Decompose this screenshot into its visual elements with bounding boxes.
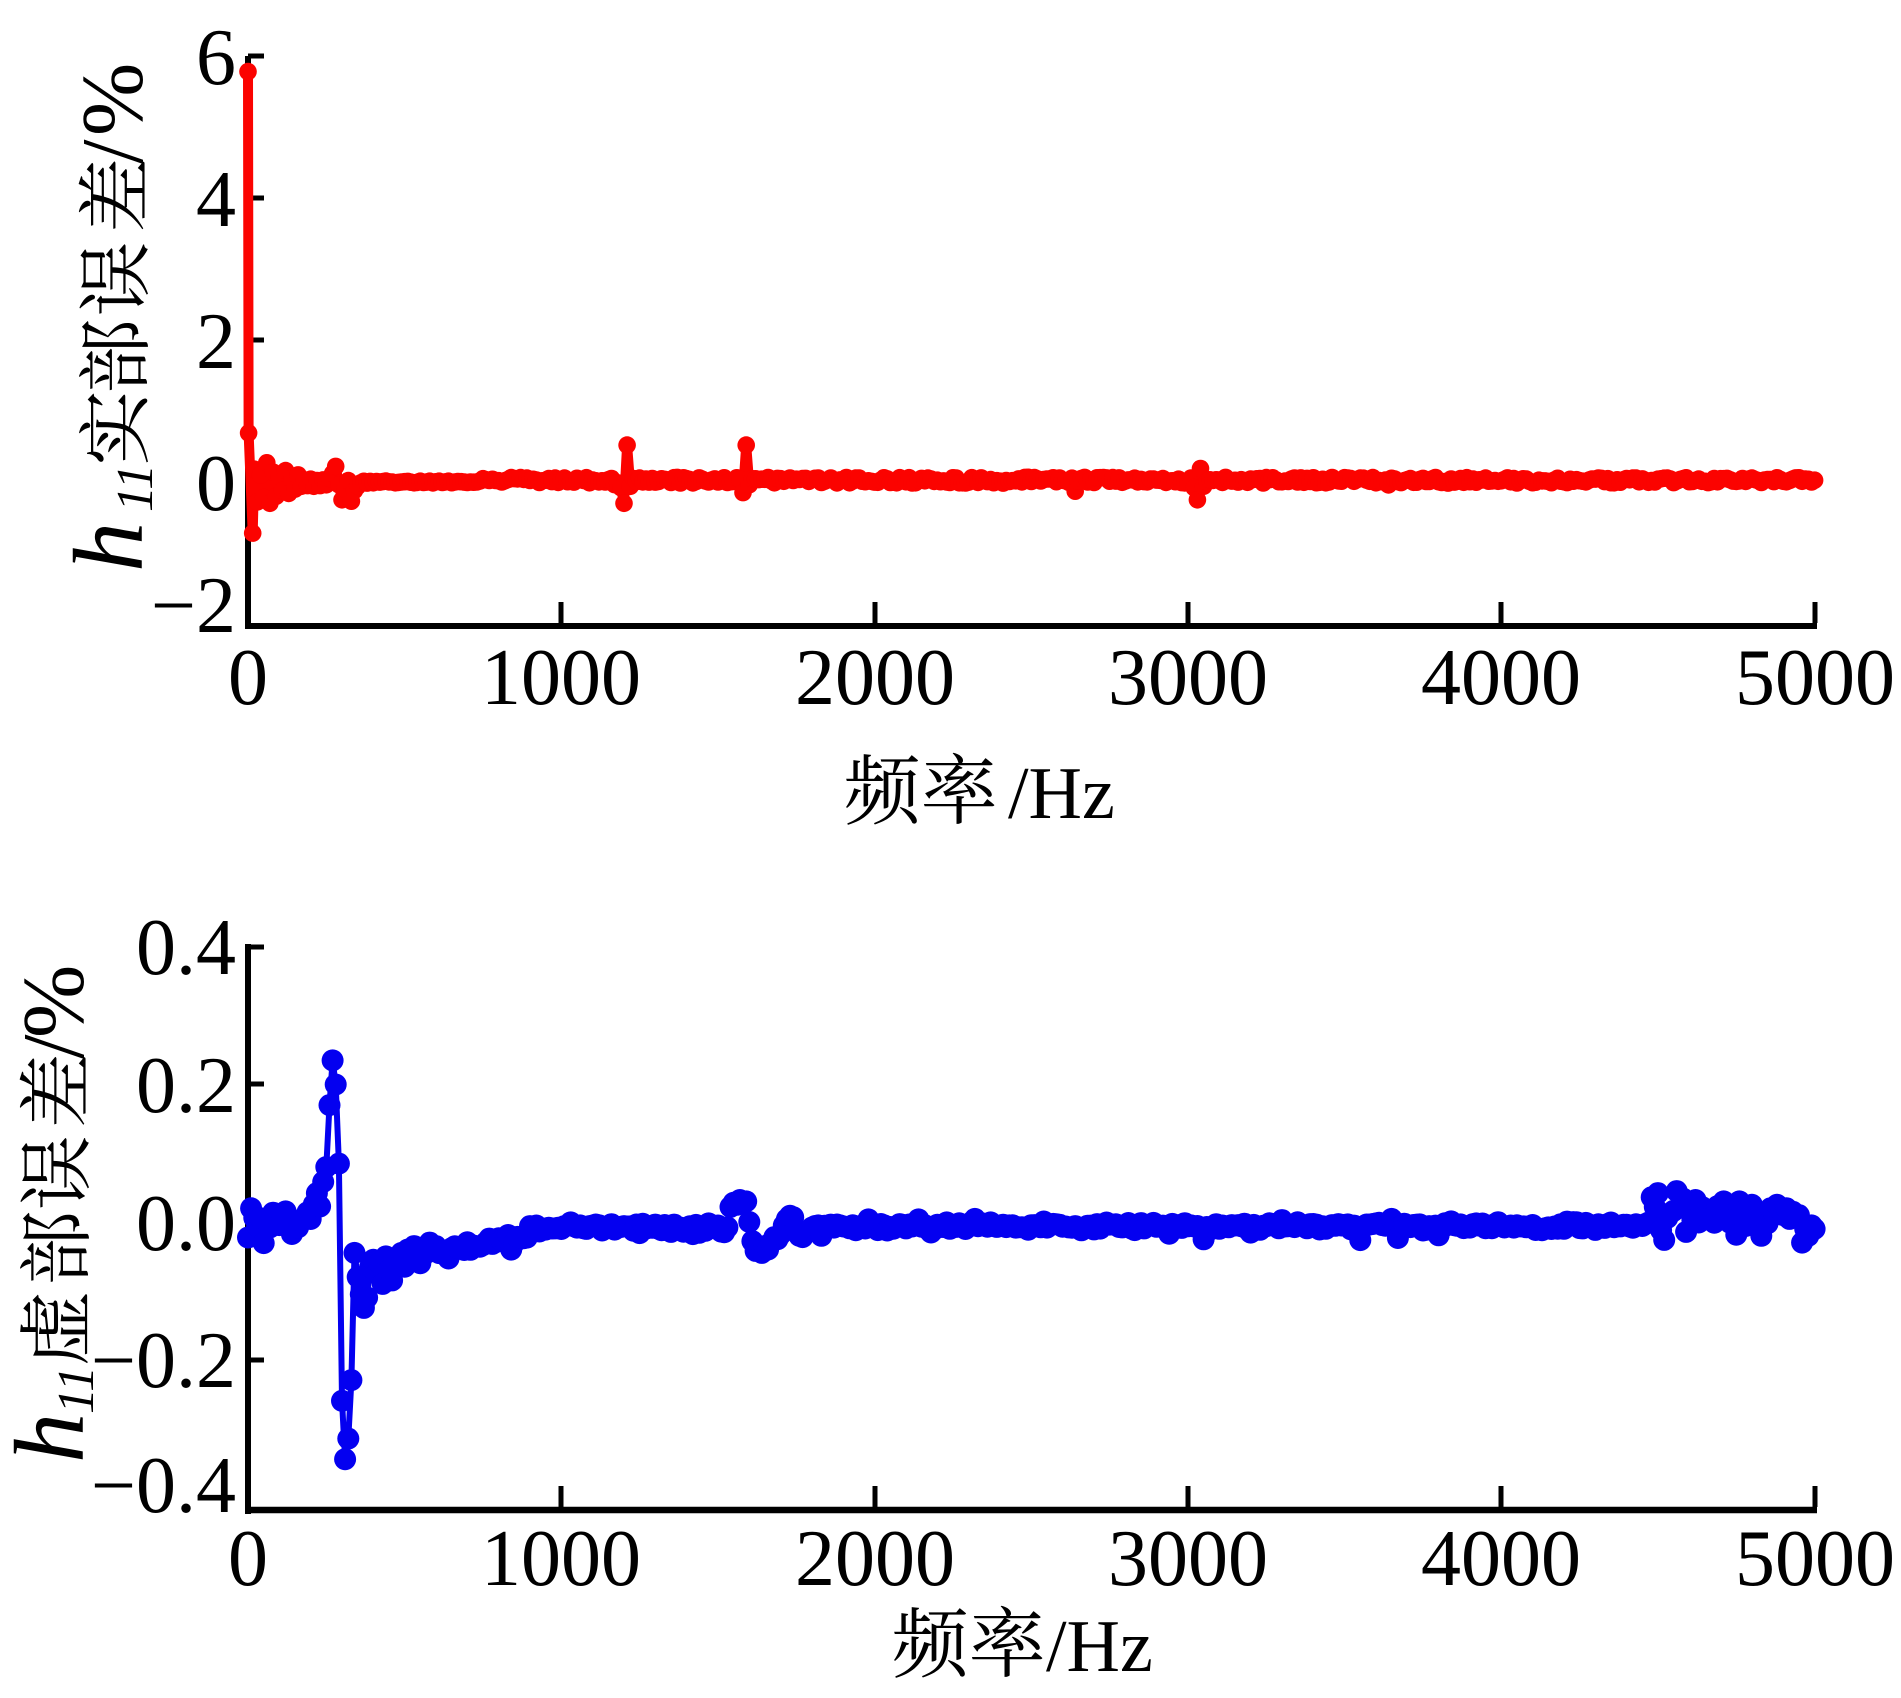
svg-text:%: %: [65, 63, 162, 136]
svg-text:/: /: [65, 139, 162, 164]
svg-text:0: 0: [228, 1515, 268, 1603]
svg-text:2000: 2000: [795, 634, 955, 722]
svg-text:5000: 5000: [1735, 1515, 1895, 1603]
svg-text:6: 6: [196, 14, 236, 102]
svg-text:0.2: 0.2: [136, 1042, 236, 1130]
svg-text:11: 11: [107, 464, 164, 512]
svg-text:−0.2: −0.2: [91, 1317, 236, 1405]
svg-text:11: 11: [48, 1366, 105, 1414]
svg-text:/Hz: /Hz: [1046, 1606, 1153, 1688]
svg-text:2: 2: [196, 298, 236, 386]
svg-text:1000: 1000: [481, 1515, 641, 1603]
svg-text:1000: 1000: [481, 634, 641, 722]
svg-text:0.4: 0.4: [136, 904, 236, 992]
svg-text:−2: −2: [151, 562, 236, 650]
svg-text:0: 0: [228, 634, 268, 722]
svg-text:h: h: [0, 1413, 105, 1463]
svg-text:4: 4: [196, 156, 236, 244]
svg-text:h: h: [53, 522, 164, 572]
svg-text:4000: 4000: [1421, 634, 1581, 722]
svg-text:3000: 3000: [1108, 1515, 1268, 1603]
svg-text:0: 0: [196, 440, 236, 528]
svg-text:2000: 2000: [795, 1515, 955, 1603]
svg-text:%: %: [6, 965, 103, 1038]
svg-text:−0.4: −0.4: [91, 1442, 236, 1530]
svg-text:5000: 5000: [1735, 634, 1895, 722]
svg-text:3000: 3000: [1108, 634, 1268, 722]
svg-text:/: /: [6, 1034, 103, 1059]
svg-text:0.0: 0.0: [136, 1180, 236, 1268]
svg-text:/Hz: /Hz: [1008, 753, 1115, 835]
svg-text:4000: 4000: [1421, 1515, 1581, 1603]
